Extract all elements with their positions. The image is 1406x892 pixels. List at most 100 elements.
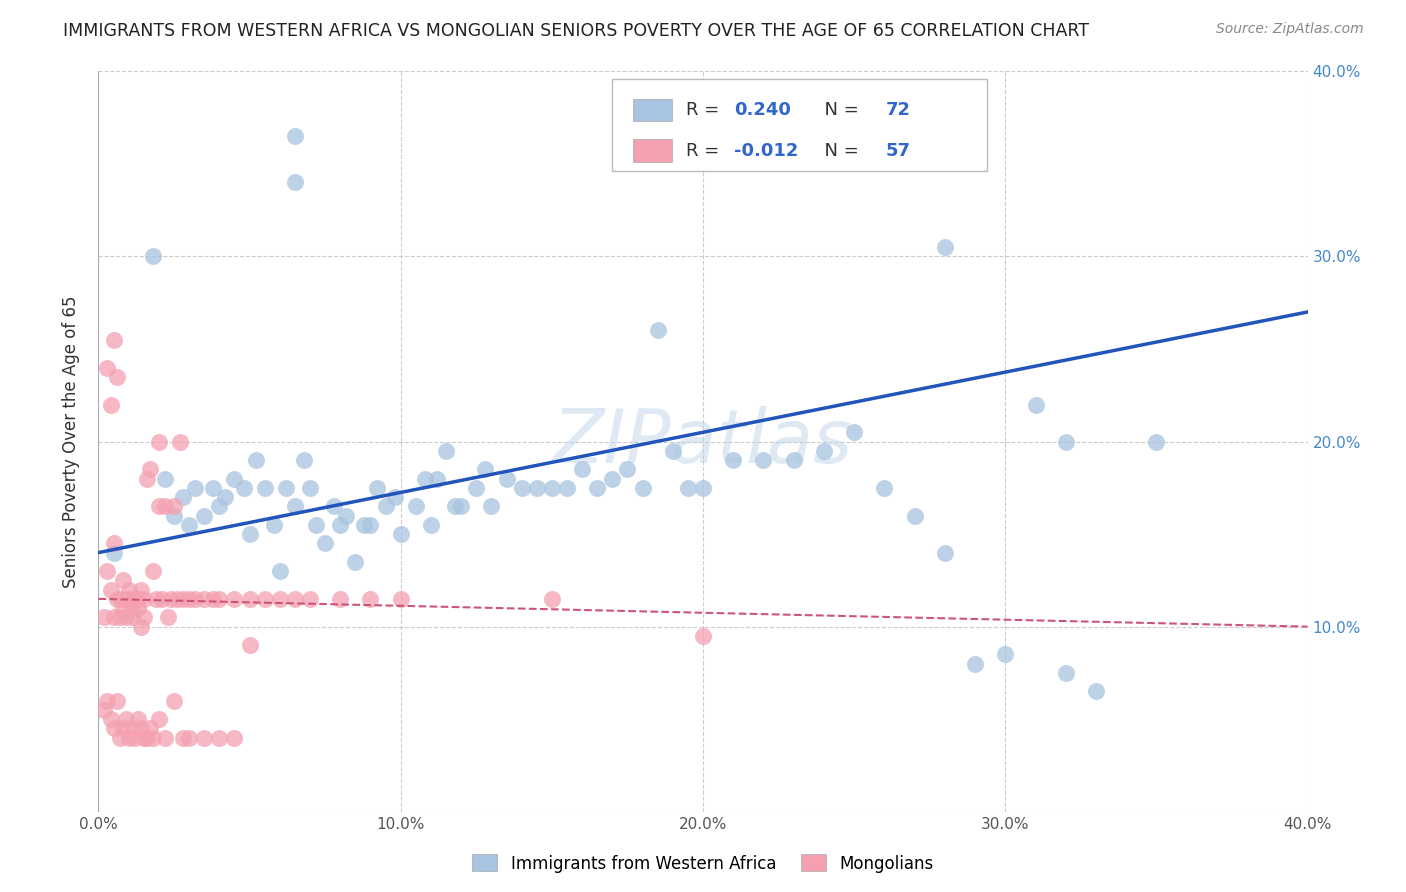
Point	[344, 555, 367, 569]
Point	[100, 398, 122, 412]
Point	[108, 731, 131, 745]
Point	[129, 722, 152, 736]
Point	[121, 722, 143, 736]
FancyBboxPatch shape	[633, 139, 672, 161]
Point	[129, 582, 152, 597]
Point	[495, 472, 517, 486]
Point	[103, 722, 125, 736]
Point	[100, 712, 122, 726]
Point	[103, 536, 125, 550]
Point	[193, 591, 215, 606]
Point	[96, 694, 118, 708]
Point	[413, 472, 436, 486]
Point	[661, 443, 683, 458]
Text: R =: R =	[686, 101, 725, 119]
Point	[263, 517, 285, 532]
Point	[163, 508, 186, 523]
Point	[444, 500, 467, 514]
Point	[353, 517, 375, 532]
Point	[184, 481, 207, 495]
Point	[434, 443, 457, 458]
Point	[135, 472, 157, 486]
Point	[420, 517, 443, 532]
Point	[148, 712, 170, 726]
Point	[426, 472, 449, 486]
Point	[124, 591, 146, 606]
Point	[1054, 434, 1077, 449]
Text: ZIPatlas: ZIPatlas	[553, 406, 853, 477]
Text: N =: N =	[813, 142, 865, 160]
Point	[305, 517, 328, 532]
Point	[163, 694, 186, 708]
Point	[127, 712, 149, 726]
Point	[540, 481, 562, 495]
Point	[148, 500, 170, 514]
Point	[142, 731, 165, 745]
Point	[934, 545, 956, 560]
Point	[208, 500, 231, 514]
Point	[93, 610, 115, 624]
Point	[172, 591, 194, 606]
Point	[384, 490, 406, 504]
Point	[783, 453, 806, 467]
Point	[813, 443, 835, 458]
Point	[474, 462, 496, 476]
Point	[232, 481, 254, 495]
Point	[1024, 398, 1046, 412]
Point	[163, 500, 186, 514]
Point	[150, 591, 173, 606]
Point	[153, 500, 176, 514]
Point	[121, 610, 143, 624]
Point	[111, 601, 134, 615]
Point	[274, 481, 297, 495]
Point	[329, 591, 352, 606]
Point	[148, 434, 170, 449]
Point	[153, 472, 176, 486]
Point	[156, 610, 179, 624]
Text: R =: R =	[686, 142, 725, 160]
Point	[994, 648, 1017, 662]
Point	[124, 591, 146, 606]
Point	[172, 731, 194, 745]
Point	[389, 527, 412, 541]
Point	[179, 731, 201, 745]
Point	[124, 731, 146, 745]
Point	[103, 333, 125, 347]
Text: 72: 72	[886, 101, 911, 119]
Point	[214, 490, 236, 504]
Point	[114, 610, 136, 624]
Point	[571, 462, 593, 476]
Point	[121, 601, 143, 615]
FancyBboxPatch shape	[633, 99, 672, 121]
Point	[239, 591, 262, 606]
Point	[965, 657, 987, 671]
Point	[723, 453, 745, 467]
Point	[465, 481, 488, 495]
Point	[526, 481, 548, 495]
FancyBboxPatch shape	[613, 78, 987, 171]
Point	[904, 508, 927, 523]
Point	[142, 250, 165, 264]
Point	[284, 175, 307, 190]
Point	[224, 731, 246, 745]
Point	[127, 601, 149, 615]
Point	[160, 591, 183, 606]
Point	[323, 500, 346, 514]
Point	[166, 591, 188, 606]
Point	[450, 500, 472, 514]
Point	[184, 591, 207, 606]
Point	[616, 462, 638, 476]
Point	[179, 591, 201, 606]
Point	[647, 324, 669, 338]
Point	[692, 629, 714, 643]
Point	[132, 610, 155, 624]
Point	[329, 517, 352, 532]
Point	[676, 481, 699, 495]
Text: -0.012: -0.012	[734, 142, 799, 160]
Point	[193, 508, 215, 523]
Point	[284, 591, 307, 606]
Text: IMMIGRANTS FROM WESTERN AFRICA VS MONGOLIAN SENIORS POVERTY OVER THE AGE OF 65 C: IMMIGRANTS FROM WESTERN AFRICA VS MONGOL…	[63, 22, 1090, 40]
Point	[172, 490, 194, 504]
Point	[269, 591, 291, 606]
Point	[335, 508, 357, 523]
